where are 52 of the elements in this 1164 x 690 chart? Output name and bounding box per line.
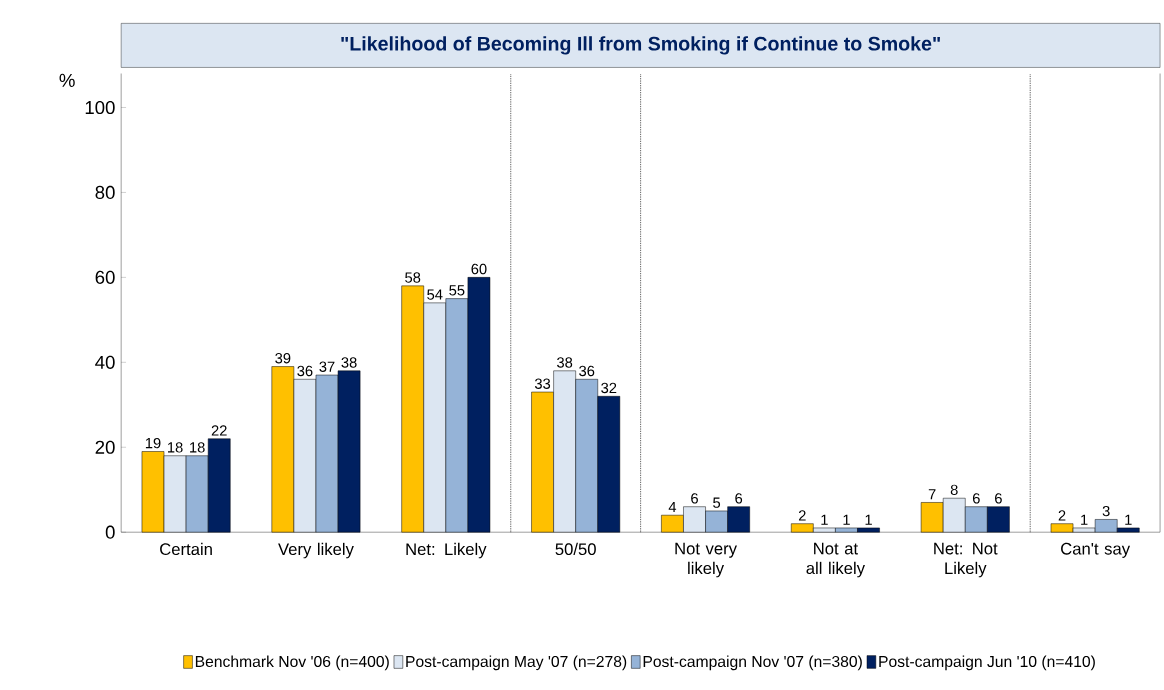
x-tick-label: Very likely: [278, 542, 354, 559]
data-label: 39: [275, 353, 291, 364]
data-label: 22: [211, 425, 227, 436]
legend-label: Post-campaign Jun '10 (n=410): [879, 655, 1095, 671]
x-tick-label: Can't say: [1061, 542, 1131, 558]
chart-title: "Likelihood of Becoming Ill from Smoking if Continue to Smoke": [341, 36, 940, 55]
x-tick-label: 50/50: [555, 542, 596, 556]
data-label: 33: [534, 378, 551, 389]
data-label: 54: [427, 289, 443, 300]
data-label: 2: [1058, 510, 1066, 521]
data-label: 8: [950, 484, 958, 496]
data-label: 4: [668, 501, 677, 513]
data-label: 38: [341, 357, 357, 368]
data-label: 60: [471, 263, 487, 275]
data-label: 6: [995, 493, 1002, 504]
y-tick-label: 60: [95, 270, 115, 284]
data-label: 5: [713, 497, 721, 508]
data-label: 18: [168, 442, 183, 453]
x-tick-label: Not very likely: [675, 542, 737, 578]
y-tick-label: 80: [95, 185, 115, 200]
y-axis-title: %: [59, 73, 75, 87]
x-tick-label: Net: Likely: [406, 542, 487, 559]
x-tick-label: Certain: [160, 542, 212, 556]
y-tick-label: 0: [105, 525, 115, 539]
y-tick-label: 100: [85, 100, 115, 115]
data-label: 2: [798, 510, 806, 521]
y-tick-label: 40: [95, 355, 115, 369]
data-label: 3: [1102, 505, 1110, 517]
data-label: 36: [579, 365, 595, 377]
data-label: 38: [557, 357, 573, 368]
legend-label: Post-campaign May '07 (n=278): [406, 655, 627, 671]
data-label: 19: [145, 437, 161, 449]
legend-label: Post-campaign Nov '07 (n=380): [643, 655, 862, 671]
data-label: 18: [190, 442, 205, 453]
data-label: 32: [601, 382, 617, 394]
y-tick-label: 20: [95, 440, 115, 454]
data-label: 6: [691, 493, 698, 504]
legend-label: Benchmark Nov '06 (n=400): [195, 655, 389, 671]
data-label: 55: [449, 285, 465, 296]
data-label: 37: [319, 361, 335, 372]
data-label: 58: [405, 272, 421, 283]
data-label: 6: [972, 493, 980, 504]
data-label: 6: [735, 493, 743, 504]
data-label: 1: [843, 514, 850, 525]
data-label: 1: [1125, 514, 1132, 525]
x-tick-label: Net: Not Likely: [934, 542, 998, 578]
data-label: 7: [928, 489, 936, 500]
data-label: 1: [1081, 514, 1088, 525]
x-tick-label: Not at all likely: [806, 542, 865, 578]
data-label: 1: [865, 514, 872, 525]
data-label: 36: [297, 365, 313, 377]
data-label: 1: [821, 514, 828, 525]
